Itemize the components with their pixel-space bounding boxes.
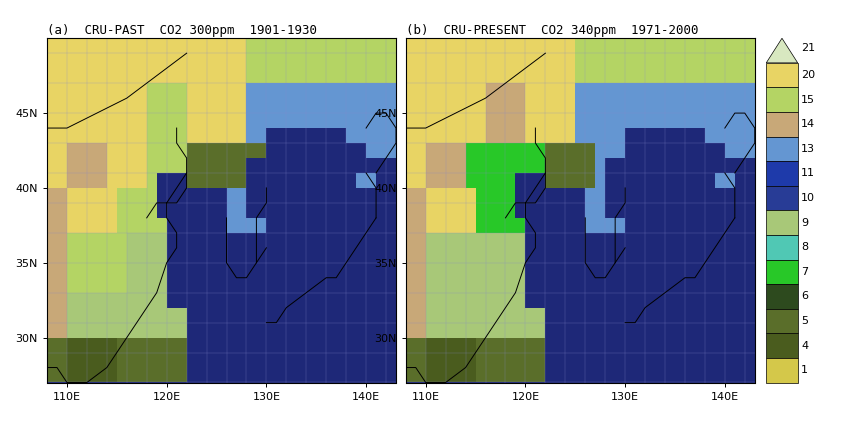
Bar: [766, 284, 798, 309]
Text: (b)  CRU-PRESENT  CO2 340ppm  1971-2000: (b) CRU-PRESENT CO2 340ppm 1971-2000: [406, 24, 699, 37]
Text: 14: 14: [801, 119, 816, 129]
Bar: [766, 309, 798, 333]
Bar: [766, 112, 798, 136]
Text: 4: 4: [801, 340, 808, 351]
Text: 1: 1: [801, 365, 808, 375]
Text: 7: 7: [801, 267, 808, 277]
Text: 8: 8: [801, 242, 808, 252]
Polygon shape: [766, 38, 798, 63]
Bar: [766, 358, 798, 382]
Text: 10: 10: [801, 193, 815, 203]
Text: 20: 20: [801, 70, 816, 80]
Text: 15: 15: [801, 95, 815, 105]
Bar: [766, 235, 798, 260]
Bar: [766, 260, 798, 284]
Bar: [766, 63, 798, 88]
Text: 5: 5: [801, 316, 808, 326]
Text: 21: 21: [801, 43, 816, 53]
Text: 11: 11: [801, 168, 815, 178]
Text: (a)  CRU-PAST  CO2 300ppm  1901-1930: (a) CRU-PAST CO2 300ppm 1901-1930: [47, 24, 317, 37]
Bar: [766, 161, 798, 186]
Text: 6: 6: [801, 292, 808, 301]
Bar: [766, 88, 798, 112]
Bar: [766, 333, 798, 358]
Text: 13: 13: [801, 144, 815, 154]
Text: 9: 9: [801, 218, 808, 228]
Bar: [766, 210, 798, 235]
Bar: [766, 186, 798, 210]
Bar: [766, 136, 798, 161]
